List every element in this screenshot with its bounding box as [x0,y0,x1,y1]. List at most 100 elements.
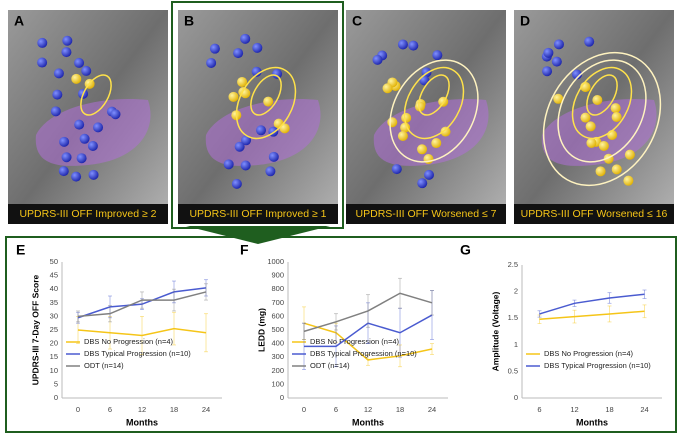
caption-box [514,204,674,224]
electrode-contact [611,164,622,175]
y-tick-label: 400 [271,339,284,348]
y-tick-label: 1000 [267,257,284,266]
x-axis-label: Months [352,417,384,427]
panel-caption: UPDRS-III OFF Worsened ≤ 16 [521,208,668,220]
electrode-contact [263,96,274,107]
x-tick-label: 6 [108,405,112,414]
series-line [539,310,645,321]
panel-letter: A [14,13,24,29]
electrode-contact [268,151,279,162]
x-tick-label: 18 [170,405,178,414]
electrode-contact [59,136,70,147]
contour [557,59,647,163]
electrode-contact [623,175,634,186]
contour [586,74,618,116]
electrode-contact [580,112,591,123]
electrode-contact [382,83,393,94]
x-tick-label: 18 [396,405,404,414]
electrode-contact [397,131,408,142]
electrode-contact [408,40,419,51]
x-axis-label: Months [126,417,158,427]
electrode-contact [234,141,245,152]
target-region [35,99,151,166]
electrode-contact [58,166,69,177]
electrode-contact [37,37,48,48]
y-tick-label: 100 [271,379,284,388]
electrode-contact [610,103,621,114]
y-tick-label: 20 [50,339,58,348]
y-tick-label: 200 [271,366,284,375]
x-tick-label: 24 [428,405,436,414]
x-tick-label: 12 [570,405,578,414]
electrode-contact [81,65,92,76]
y-tick-label: 900 [271,271,284,280]
electrode-contact [62,35,73,46]
electrode-contact [240,160,251,171]
electrode-contact [233,48,244,59]
electrode-contact [61,152,72,163]
y-tick-label: 0 [54,393,58,402]
panel-caption: UPDRS-III OFF Improved ≥ 2 [19,208,156,220]
electrode-contact [37,57,48,68]
electrode-contact [231,178,242,189]
y-tick-label: 45 [50,271,58,280]
series-line [303,292,433,333]
y-tick-label: 300 [271,352,284,361]
contour [571,66,633,140]
x-tick-label: 24 [202,405,210,414]
legend-label: DBS No Progression (n=4) [84,337,173,346]
electrode-contact [592,94,603,105]
x-tick-label: 24 [640,405,648,414]
contour [418,74,450,116]
y-tick-label: 0 [280,393,284,402]
panel-letter: B [184,13,194,29]
charts-frame [5,236,677,433]
caption-box [8,204,168,224]
electrode-contact [209,43,220,54]
y-tick-label: 800 [271,284,284,293]
electrode-contact [611,111,622,122]
electrode-contact [93,122,104,133]
electrode-contact [53,68,64,79]
y-tick-label: 15 [50,352,58,361]
electrode-contact [417,178,428,189]
panel-caption: UPDRS-III OFF Worsened ≤ 7 [356,208,497,220]
electrode-contact [110,109,121,120]
arrow [186,226,330,244]
series-line [539,293,645,315]
y-axis-label: LEDD (mg) [256,308,266,352]
legend-label: ODT (n=14) [310,361,350,370]
electrode-contact [551,56,562,67]
electrode-contact [387,117,398,128]
electrode-contact [595,166,606,177]
x-tick-label: 6 [537,405,541,414]
x-tick-label: 0 [76,405,80,414]
electrode-contact [414,101,425,112]
electrode-contact [553,39,564,50]
electrode-contact [241,135,252,146]
y-tick-label: 2.5 [508,260,518,269]
panel-letter: C [352,13,362,29]
contour [389,59,479,163]
y-tick-label: 600 [271,311,284,320]
series-line [77,327,207,337]
contour [403,66,465,140]
legend-label: DBS Typical Progression (n=10) [544,361,651,370]
electrode-contact [431,138,442,149]
y-tick-label: 0.5 [508,366,518,375]
electrode-contact [50,106,61,117]
electrode-contact [423,169,434,180]
electrode-contact [432,50,443,61]
electrode-contact [543,47,554,58]
caption-box [178,204,338,224]
electrode-contact [71,73,82,84]
x-tick-label: 18 [605,405,613,414]
x-axis-label: Months [576,417,608,427]
x-tick-label: 6 [334,405,338,414]
electrode-contact [251,66,262,77]
electrode-contact [279,123,290,134]
electrode-contact [542,66,553,77]
electrode-contact [586,137,597,148]
legend-label: DBS Typical Progression (n=10) [310,349,417,358]
contour [250,74,282,116]
